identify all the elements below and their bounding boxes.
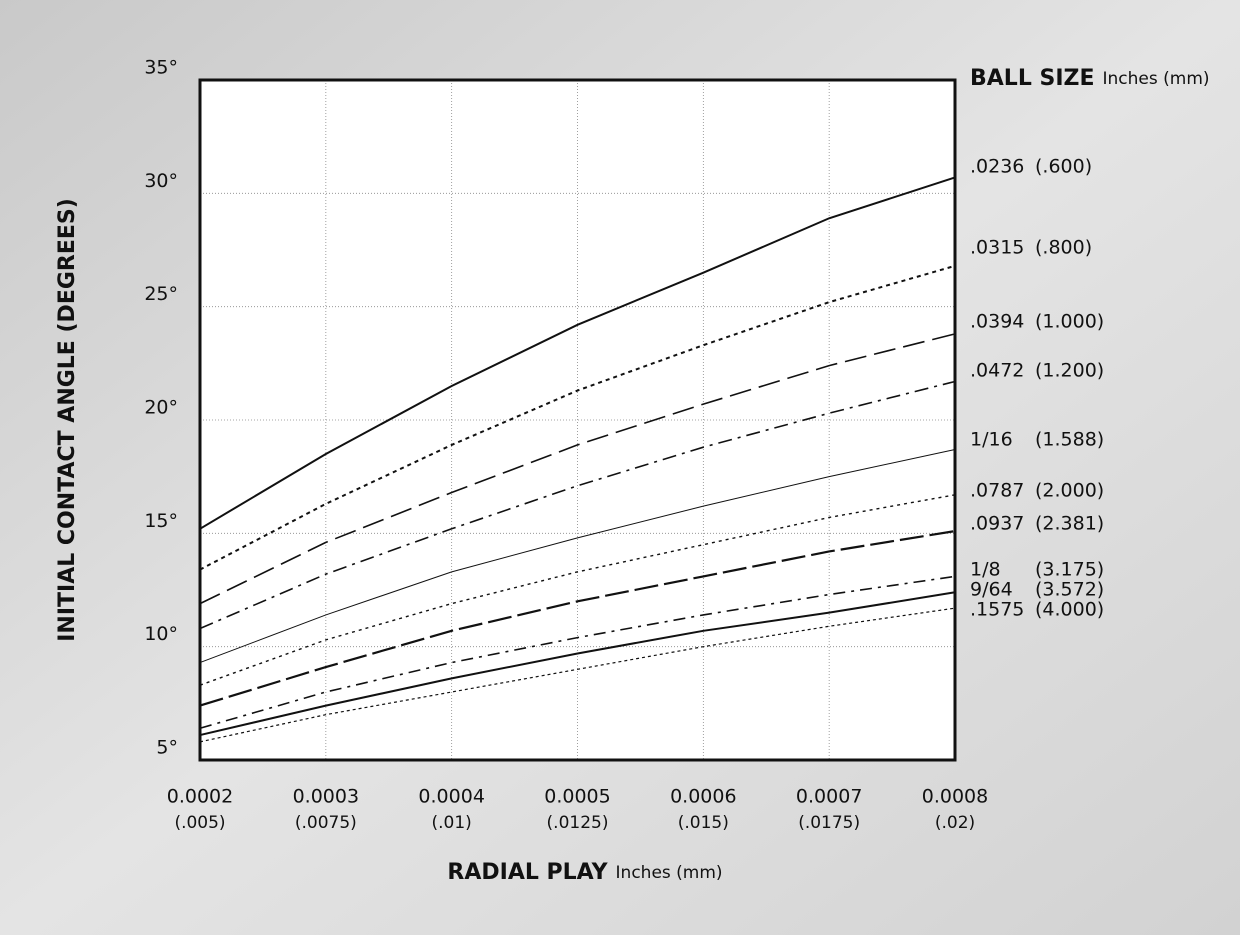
- series-line: [199, 264, 956, 571]
- legend-label: .0787: [970, 480, 1024, 502]
- series-line: [199, 591, 956, 737]
- x-tick-label-mm: (.015): [678, 813, 729, 833]
- y-tick-label: 20°: [144, 397, 178, 419]
- x-tick-label-mm: (.0075): [295, 813, 357, 833]
- series-line: [199, 529, 956, 707]
- legend-label: 9/64: [970, 579, 1013, 601]
- y-tick-label: 25°: [144, 283, 178, 305]
- x-axis-title: RADIAL PLAY Inches (mm): [447, 860, 722, 885]
- legend-label-mm: (3.572): [1035, 579, 1104, 601]
- x-tick-label-mm: (.01): [432, 813, 472, 833]
- y-tick-label: 15°: [144, 510, 178, 532]
- series-line: [199, 380, 956, 630]
- y-tick-label: 35°: [144, 57, 178, 79]
- y-tick-label: 10°: [144, 623, 178, 645]
- x-tick-label: 0.0002: [167, 786, 233, 808]
- y-tick-label: 30°: [144, 170, 178, 192]
- x-tick-label: 0.0007: [796, 786, 862, 808]
- x-tick-label-mm: (.02): [935, 813, 975, 833]
- x-tick-label: 0.0005: [544, 786, 610, 808]
- x-tick-label-mm: (.0175): [798, 813, 860, 833]
- y-tick-label: 5°: [156, 737, 178, 759]
- legend-label: .0315: [970, 237, 1024, 259]
- x-tick-label: 0.0008: [922, 786, 988, 808]
- series-line: [199, 607, 956, 743]
- legend-label: .1575: [970, 599, 1024, 621]
- x-tick-label-mm: (.005): [174, 813, 225, 833]
- legend-label-mm: (1.200): [1035, 360, 1104, 382]
- legend-label: .0472: [970, 360, 1024, 382]
- legend-label: .0394: [970, 311, 1024, 333]
- legend-label-mm: (1.588): [1035, 429, 1104, 451]
- x-tick-label: 0.0003: [293, 786, 359, 808]
- legend-label-mm: (1.000): [1035, 311, 1104, 333]
- legend-title: BALL SIZE Inches (mm): [970, 66, 1210, 91]
- legend-label-mm: (.600): [1035, 156, 1092, 178]
- legend-label-mm: (3.175): [1035, 559, 1104, 581]
- legend-label: .0937: [970, 513, 1024, 535]
- legend-label: .0236: [970, 156, 1024, 178]
- series-line: [199, 333, 956, 605]
- plot-frame: [198, 78, 957, 762]
- legend-label-mm: (2.000): [1035, 480, 1104, 502]
- x-tick-label-mm: (.0125): [547, 813, 609, 833]
- legend-label: 1/16: [970, 429, 1013, 451]
- series-line: [199, 448, 956, 664]
- series-line: [199, 176, 956, 530]
- x-tick-label: 0.0004: [418, 786, 484, 808]
- y-axis-title: INITIAL CONTACT ANGLE (DEGREES): [55, 198, 80, 642]
- legend-label-mm: (4.000): [1035, 599, 1104, 621]
- x-tick-label: 0.0006: [670, 786, 736, 808]
- legend-label-mm: (2.381): [1035, 513, 1104, 535]
- legend-label: 1/8: [970, 559, 1001, 581]
- legend-label-mm: (.800): [1035, 237, 1092, 259]
- series-line: [199, 494, 956, 686]
- series-line: [199, 575, 956, 730]
